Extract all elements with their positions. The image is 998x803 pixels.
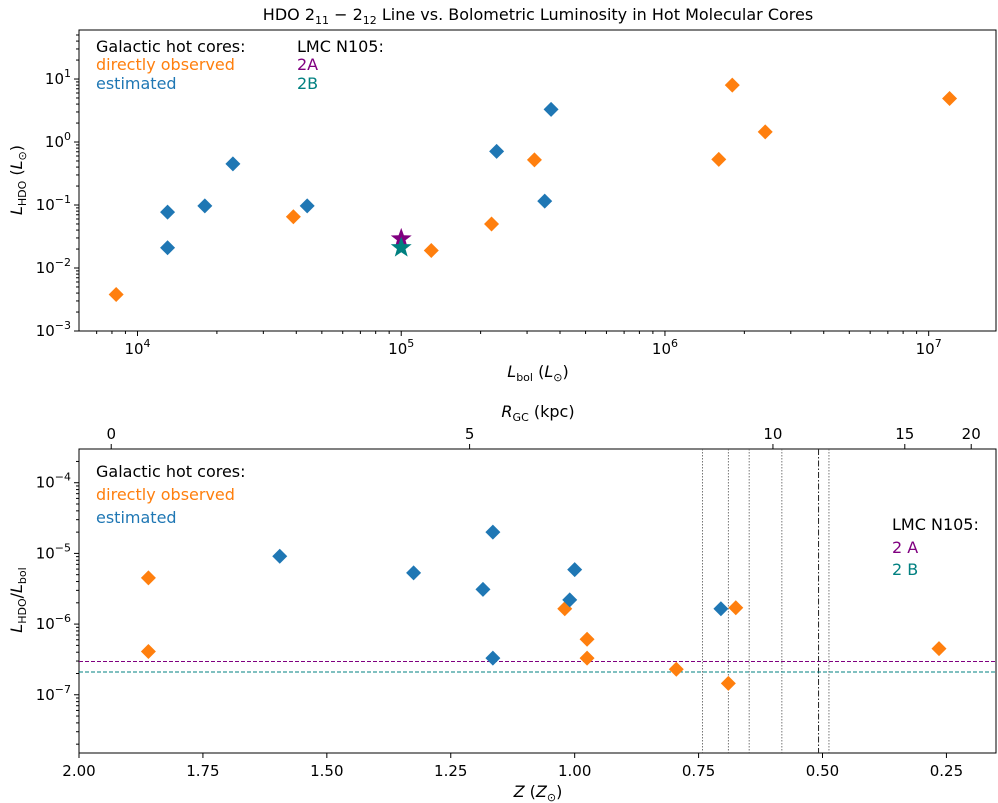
bottom-ytick-label: 10−5: [36, 541, 71, 562]
top-ytick-label: 10−1: [36, 193, 71, 214]
estimated-point: [160, 204, 176, 220]
top-ytick-label: 10−3: [36, 319, 71, 340]
legend-lmc-header: LMC N105:: [297, 37, 384, 56]
top-xtick-label: 107: [916, 337, 942, 358]
bottom-xlabel: Z (Z⊙): [513, 782, 563, 803]
legend-lmc-2b: 2B: [297, 74, 318, 93]
top-ylabel: LHDO (L⊙): [7, 145, 29, 215]
bottom-ytick-label: 10−7: [36, 683, 71, 704]
top-axis-ticks: 104 105 106 107 10−3 10−2 10−1 100 101: [36, 34, 942, 358]
legend-lmc-2a-bottom: 2 A: [892, 538, 918, 557]
observed-point: [579, 650, 595, 666]
bottom-data-marks: [140, 524, 947, 691]
observed-point: [942, 91, 958, 107]
estimated-point: [562, 592, 578, 608]
top-rgc-tick-label: 20: [962, 425, 981, 443]
bottom-reference-lines: [79, 449, 996, 753]
bottom-xtick-label: 2.00: [62, 762, 95, 780]
legend-estimated: estimated: [96, 74, 177, 93]
top-rgc-tick-label: 10: [763, 425, 782, 443]
top-xtick-label: 105: [388, 337, 414, 358]
top-rgc-tick-label: 15: [895, 425, 914, 443]
estimated-point: [299, 198, 315, 214]
top-data-marks: [108, 77, 958, 302]
estimated-point: [537, 193, 553, 209]
bottom-plot-frame: [78, 448, 997, 754]
star-marker-2b: [390, 236, 412, 257]
top-chart: HDO 211 − 212 Line vs. Bolometric Lumino…: [7, 5, 997, 384]
observed-point: [285, 209, 301, 225]
observed-point: [757, 124, 773, 140]
top-ytick-label: 100: [45, 130, 71, 151]
top-plot-frame: [78, 29, 997, 332]
bottom-legend: Galactic hot cores: directly observed es…: [96, 462, 979, 579]
legend-lmc-2a: 2A: [297, 55, 318, 74]
bottom-xtick-label: 1.75: [186, 762, 219, 780]
observed-point: [711, 151, 727, 167]
top-xtick-label: 104: [124, 337, 150, 358]
top-ytick-label: 101: [45, 67, 71, 88]
bottom-axis-ticks: 2.00 1.75 1.50 1.25 1.00 0.75 0.50 0.25 0 5 10 15 20…: [36, 425, 981, 780]
legend-observed-bottom: directly observed: [96, 485, 235, 504]
estimated-point: [475, 581, 491, 597]
estimated-point: [713, 601, 729, 617]
observed-point: [668, 661, 684, 677]
observed-point: [526, 152, 542, 168]
chart-title: HDO 211 − 212 Line vs. Bolometric Lumino…: [263, 5, 813, 27]
top-legend: Galactic hot cores: directly observed es…: [96, 37, 384, 93]
legend-lmc-header-bottom: LMC N105:: [892, 515, 979, 534]
observed-point: [108, 286, 124, 302]
estimated-point: [272, 548, 288, 564]
estimated-point: [197, 198, 213, 214]
bottom-top-xlabel: RGC (kpc): [501, 402, 574, 424]
top-rgc-tick-label: 0: [106, 425, 116, 443]
estimated-point: [485, 524, 501, 540]
bottom-xtick-label: 0.25: [930, 762, 963, 780]
bottom-xtick-label: 0.75: [682, 762, 715, 780]
observed-point: [140, 570, 156, 586]
bottom-chart: RGC (kpc) 2.00 1.75 1.50 1.25 1.00 0.75 0.50 0.…: [7, 402, 997, 803]
bottom-xtick-label: 1.00: [558, 762, 591, 780]
observed-point: [720, 675, 736, 691]
observed-point: [931, 641, 947, 657]
estimated-point: [406, 565, 422, 581]
bottom-ytick-label: 10−4: [36, 471, 71, 492]
legend-estimated-bottom: estimated: [96, 508, 177, 527]
bottom-ylabel: LHDO/Lbol: [7, 567, 29, 632]
estimated-point: [225, 156, 241, 172]
estimated-point: [543, 101, 559, 117]
observed-point: [484, 216, 500, 232]
observed-point: [724, 77, 740, 93]
legend-galactic-header-bottom: Galactic hot cores:: [96, 462, 246, 481]
observed-point: [140, 643, 156, 659]
bottom-xtick-label: 1.50: [310, 762, 343, 780]
estimated-point: [489, 143, 505, 159]
bottom-xtick-label: 1.25: [434, 762, 467, 780]
observed-point: [579, 631, 595, 647]
bottom-xtick-label: 0.50: [806, 762, 839, 780]
legend-lmc-2b-bottom: 2 B: [892, 560, 918, 579]
top-xtick-label: 106: [652, 337, 678, 358]
top-ytick-label: 10−2: [36, 256, 71, 277]
bottom-ytick-label: 10−6: [36, 612, 71, 633]
top-xlabel: Lbol (L⊙): [507, 362, 568, 384]
estimated-point: [567, 562, 583, 578]
top-rgc-tick-label: 5: [465, 425, 475, 443]
legend-observed: directly observed: [96, 55, 235, 74]
estimated-point: [160, 240, 176, 256]
estimated-point: [485, 650, 501, 666]
legend-galactic-header: Galactic hot cores:: [96, 37, 246, 56]
observed-point: [423, 242, 439, 258]
observed-point: [728, 600, 744, 616]
